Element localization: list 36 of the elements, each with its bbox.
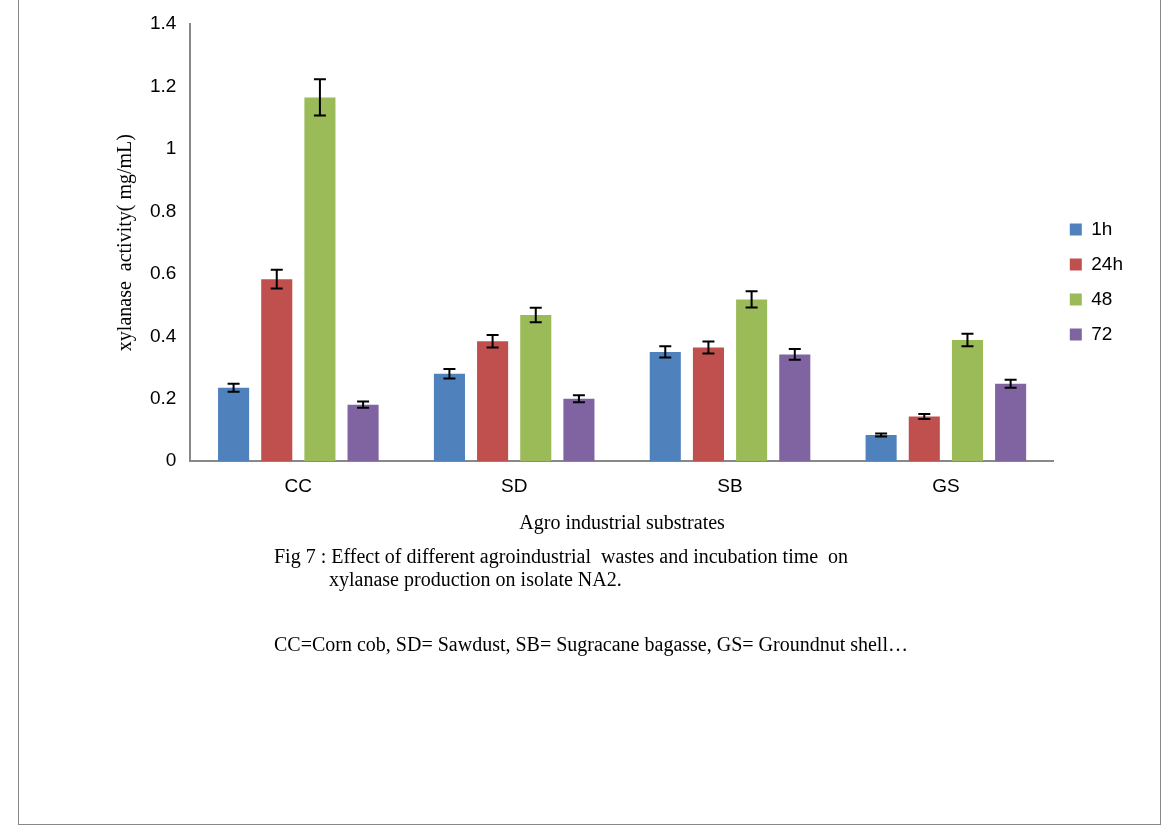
y-tick-label: 0 bbox=[165, 449, 177, 471]
bar bbox=[779, 354, 811, 462]
bar bbox=[951, 340, 983, 462]
y-tick-label: 0.8 bbox=[149, 199, 177, 221]
caption: Fig 7 : Effect of different agroindustrial wastes and incubation time on xylanase production on isolate NA2. bbox=[274, 545, 849, 591]
y-tick-label: 1 bbox=[165, 137, 177, 159]
bar bbox=[692, 347, 724, 462]
y-tick-label: 0.2 bbox=[149, 386, 177, 408]
x-tick-label: CC bbox=[284, 474, 313, 496]
bar bbox=[865, 434, 897, 462]
x-axis-title: Agro industrial substrates bbox=[519, 511, 726, 535]
bar bbox=[477, 341, 509, 462]
bar bbox=[995, 383, 1027, 462]
text: CC=Corn cob, SD= Sawdust, SB= Sugracane bagasse, GS= Groundnut shell… bbox=[274, 633, 908, 656]
legend-label: 1h bbox=[1091, 217, 1113, 239]
y-tick-label: 1.2 bbox=[149, 74, 177, 96]
bar bbox=[736, 299, 768, 462]
bar bbox=[304, 97, 336, 462]
bar bbox=[218, 387, 250, 462]
x-tick-label: SD bbox=[500, 474, 528, 496]
bar bbox=[520, 315, 552, 462]
y-tick-label: 0.4 bbox=[149, 324, 177, 346]
bar bbox=[908, 416, 940, 462]
bar bbox=[563, 398, 595, 462]
x-tick-label: GS bbox=[932, 474, 960, 496]
legend-label: 24h bbox=[1091, 252, 1123, 274]
bar bbox=[433, 373, 465, 462]
x-tick-label: SB bbox=[717, 474, 743, 496]
bar bbox=[261, 279, 293, 462]
legend-label: 72 bbox=[1091, 322, 1113, 344]
y-axis-title: xylanase activity( mg/mL) bbox=[113, 134, 137, 352]
legend-label: 48 bbox=[1091, 287, 1113, 309]
y-tick-label: 1.4 bbox=[149, 12, 177, 34]
bar bbox=[649, 351, 681, 462]
bar bbox=[347, 404, 379, 462]
y-tick-label: 0.6 bbox=[149, 262, 177, 284]
